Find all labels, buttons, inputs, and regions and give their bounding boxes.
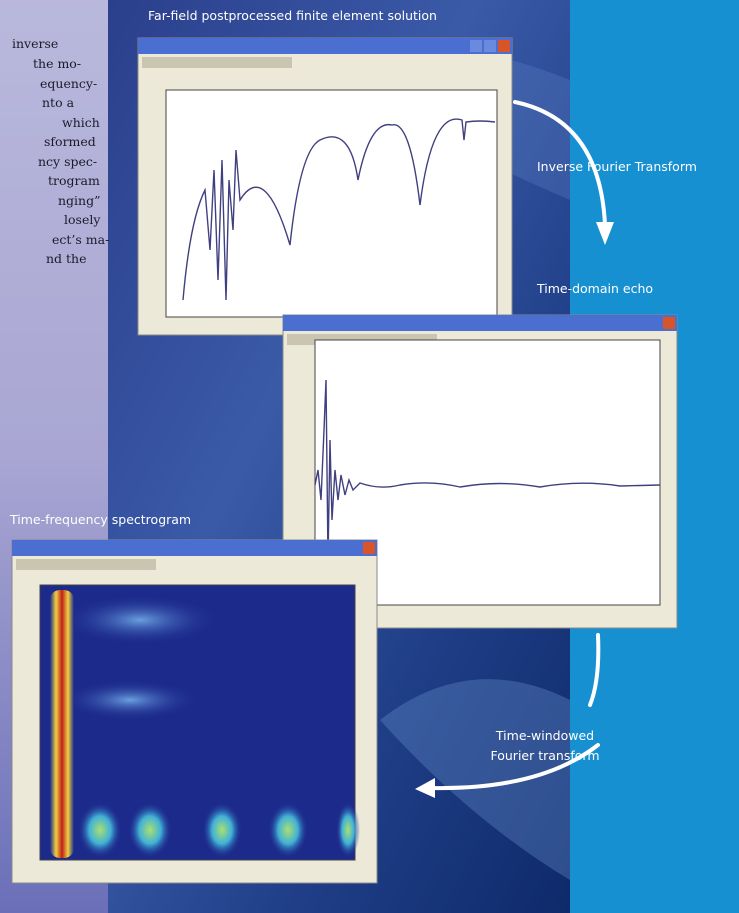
heat-blob <box>60 680 200 720</box>
caption: Inverse Fourier Transform <box>537 159 697 174</box>
text-line: inverse <box>12 36 58 51</box>
caption: Time-frequency spectrogram <box>9 512 191 527</box>
text-line: sformed <box>44 134 96 149</box>
figure-window <box>138 38 512 335</box>
text-line: equency- <box>40 76 97 91</box>
heat-blob <box>60 595 220 645</box>
text-line: ncy spec- <box>38 154 97 169</box>
caption: Fourier transform <box>490 748 599 763</box>
heat-blob <box>128 802 172 858</box>
text-line: ect’s ma- <box>52 232 109 247</box>
caption: Far-field postprocessed finite element s… <box>148 8 437 23</box>
button[interactable] <box>470 40 482 52</box>
heat-blob <box>202 802 242 858</box>
close-button[interactable] <box>663 317 675 329</box>
layout: inverse the mo- equency- nto a which sfo… <box>0 0 739 913</box>
caption: Time-domain echo <box>536 281 653 296</box>
text-line: trogram <box>48 173 100 188</box>
text-line: losely <box>64 212 101 227</box>
caption: Time-windowed <box>495 728 594 743</box>
text-line: nto a <box>42 95 75 110</box>
toolbar <box>142 57 292 68</box>
page: inverse the mo- equency- nto a which sfo… <box>0 0 739 913</box>
heat-blob <box>336 802 360 858</box>
heat-column <box>50 590 74 858</box>
text-line: nging” <box>58 193 101 208</box>
title-bar <box>283 315 677 331</box>
heat-blob <box>78 802 122 858</box>
figure-window <box>12 540 377 883</box>
title-bar <box>138 38 512 54</box>
heat-blob <box>268 802 308 858</box>
toolbar <box>16 559 156 570</box>
close-button[interactable] <box>498 40 510 52</box>
button[interactable] <box>484 40 496 52</box>
text-line: nd the <box>46 251 87 266</box>
title-bar <box>12 540 377 556</box>
text-line: which <box>62 115 100 130</box>
text-line: the mo- <box>33 56 81 71</box>
close-button[interactable] <box>363 542 375 554</box>
